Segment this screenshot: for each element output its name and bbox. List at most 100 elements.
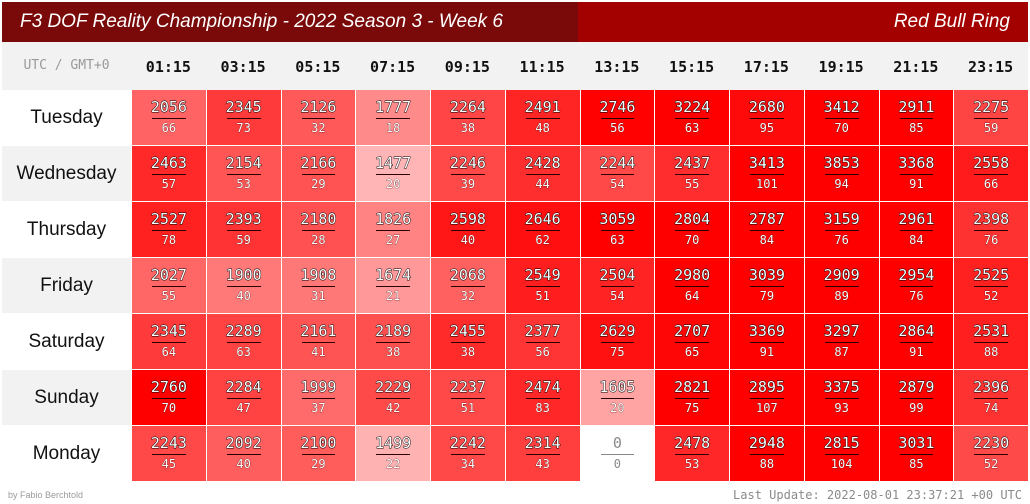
cell-count-label: 91 bbox=[909, 177, 924, 192]
cell-rating-label: 2531 bbox=[973, 322, 1010, 341]
cell-rating-label: 2345 bbox=[150, 322, 187, 341]
cell-count-label: 44 bbox=[535, 177, 550, 192]
cell-rating-label: 2504 bbox=[599, 266, 636, 285]
cell-count-label: 57 bbox=[161, 177, 177, 192]
cell-rating-label: 2314 bbox=[524, 434, 561, 453]
cell-divider bbox=[451, 454, 485, 455]
heatmap-cell: 2864 91 bbox=[879, 314, 954, 369]
heatmap-cell: 2264 38 bbox=[431, 90, 505, 145]
cell-rating-label: 2821 bbox=[674, 378, 711, 397]
cell-count-label: 40 bbox=[460, 233, 476, 248]
cell-divider bbox=[226, 342, 261, 343]
heatmap-cell: 2161 41 bbox=[281, 314, 356, 369]
day-label: Saturday bbox=[28, 331, 105, 352]
cell-rating-label: 2027 bbox=[150, 266, 187, 285]
heatmap-cell: 2246 39 bbox=[431, 146, 505, 201]
cell-rating-label: 3224 bbox=[674, 98, 711, 117]
cell-divider bbox=[824, 342, 859, 343]
cell-rating-label: 3369 bbox=[748, 322, 785, 341]
heatmap-cell: 1900 40 bbox=[206, 258, 281, 313]
cell-divider bbox=[675, 342, 709, 343]
cell-divider bbox=[525, 286, 560, 287]
heatmap-cell: 1674 21 bbox=[356, 258, 430, 313]
cell-count-label: 64 bbox=[161, 345, 177, 360]
cell-rating-label: 2242 bbox=[449, 434, 486, 453]
cell-divider bbox=[974, 174, 1008, 175]
timezone-label: UTC / GMT+0 bbox=[23, 58, 110, 73]
cell-rating-label: 2895 bbox=[748, 378, 785, 397]
time-slot-header: 15:15 bbox=[669, 58, 715, 76]
cell-count-label: 31 bbox=[311, 289, 326, 304]
cell-count-label: 40 bbox=[236, 289, 251, 304]
cell-divider bbox=[525, 230, 560, 231]
cell-divider bbox=[525, 454, 560, 455]
cell-divider bbox=[600, 230, 635, 231]
cell-divider bbox=[525, 342, 560, 343]
heatmap-cell: 3412 70 bbox=[804, 90, 879, 145]
cell-count-label: 40 bbox=[236, 457, 251, 472]
cell-divider bbox=[824, 454, 859, 455]
heatmap-cell: 2911 85 bbox=[879, 90, 954, 145]
cell-divider bbox=[152, 286, 186, 287]
cell-count-label: 22 bbox=[385, 457, 401, 472]
heatmap-cell: 2237 51 bbox=[431, 370, 505, 425]
heatmap-cell: 2154 53 bbox=[206, 146, 281, 201]
time-slot-header: 23:15 bbox=[968, 58, 1014, 76]
cell-divider bbox=[974, 230, 1008, 231]
heatmap-cell: 2787 84 bbox=[730, 202, 804, 257]
cell-count-label: 63 bbox=[236, 345, 251, 360]
cell-rating-label: 2478 bbox=[674, 434, 711, 453]
cell-divider bbox=[600, 398, 635, 399]
cell-rating-label: 3039 bbox=[748, 266, 785, 285]
cell-rating-label: 2100 bbox=[300, 434, 337, 453]
heatmap-cell: 2275 59 bbox=[954, 90, 1028, 145]
cell-count-label: 70 bbox=[834, 121, 849, 136]
cell-divider bbox=[600, 454, 635, 455]
heatmap-cell: 2491 48 bbox=[505, 90, 580, 145]
cell-divider bbox=[899, 118, 934, 119]
heatmap-cell: 2804 70 bbox=[655, 202, 729, 257]
heatmap-cell: 2180 28 bbox=[281, 202, 356, 257]
cell-count-label: 39 bbox=[460, 177, 476, 192]
cell-rating-label: 1908 bbox=[300, 266, 337, 285]
cell-count-label: 56 bbox=[610, 121, 625, 136]
heatmap-cell: 2289 63 bbox=[206, 314, 281, 369]
cell-divider bbox=[600, 286, 635, 287]
cell-divider bbox=[600, 174, 635, 175]
heatmap-cell: 2243 45 bbox=[132, 426, 206, 481]
cell-divider bbox=[675, 118, 709, 119]
cell-rating-label: 2980 bbox=[674, 266, 711, 285]
cell-rating-label: 2954 bbox=[898, 266, 935, 285]
heatmap-cell: 2707 65 bbox=[655, 314, 729, 369]
heatmap-cell: 1499 22 bbox=[356, 426, 430, 481]
heatmap-cell: 2909 89 bbox=[804, 258, 879, 313]
heatmap-cell: 2549 51 bbox=[505, 258, 580, 313]
cell-divider bbox=[301, 398, 336, 399]
cell-rating-label: 2092 bbox=[225, 434, 262, 453]
time-slot-header: 09:15 bbox=[444, 58, 490, 76]
cell-divider bbox=[152, 230, 186, 231]
cell-divider bbox=[451, 286, 485, 287]
cell-count-label: 83 bbox=[535, 401, 550, 416]
cell-count-label: 43 bbox=[535, 457, 550, 472]
heatmap-cell: 2428 44 bbox=[505, 146, 580, 201]
cell-rating-label: 2707 bbox=[674, 322, 711, 341]
cell-count-label: 38 bbox=[460, 345, 476, 360]
cell-divider bbox=[152, 118, 186, 119]
cell-count-label: 28 bbox=[311, 233, 326, 248]
heatmap-cell: 2821 75 bbox=[655, 370, 729, 425]
heatmap-cell: 2504 54 bbox=[580, 258, 655, 313]
cell-count-label: 48 bbox=[535, 121, 550, 136]
cell-rating-label: 2180 bbox=[300, 210, 337, 229]
cell-rating-label: 2289 bbox=[225, 322, 262, 341]
cell-count-label: 54 bbox=[610, 177, 625, 192]
cell-count-label: 91 bbox=[759, 345, 775, 360]
cell-rating-label: 2491 bbox=[524, 98, 561, 117]
cell-count-label: 94 bbox=[834, 177, 849, 192]
cell-divider bbox=[226, 398, 261, 399]
cell-divider bbox=[301, 342, 336, 343]
cell-divider bbox=[301, 118, 336, 119]
cell-divider bbox=[451, 398, 485, 399]
cell-count-label: 84 bbox=[759, 233, 775, 248]
cell-count-label: 99 bbox=[909, 401, 924, 416]
